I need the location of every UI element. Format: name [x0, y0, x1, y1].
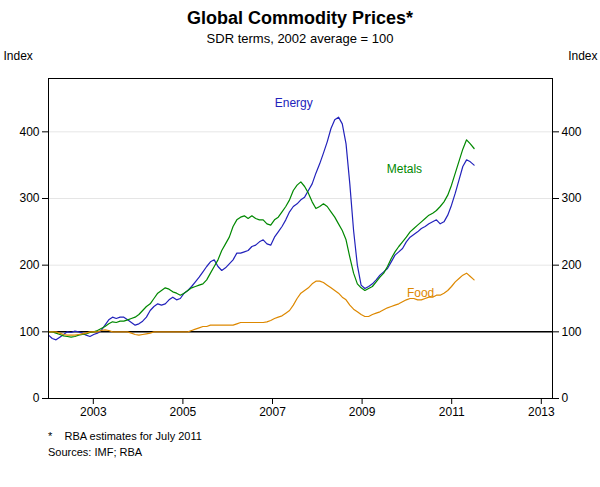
svg-text:2011: 2011 — [439, 405, 465, 419]
svg-text:0: 0 — [562, 391, 569, 405]
svg-text:Food: Food — [407, 286, 434, 300]
svg-text:Index: Index — [568, 49, 597, 63]
svg-text:400: 400 — [562, 125, 582, 139]
html-text:SDR terms, 2002 average = 100: SDR terms, 2002 average = 100 — [206, 31, 394, 46]
svg-text:Metals: Metals — [387, 162, 422, 176]
html-text:Global Commodity Prices*: Global Commodity Prices* — [187, 8, 413, 28]
svg-text:0: 0 — [33, 391, 40, 405]
svg-text:Index: Index — [4, 49, 33, 63]
html-text:Sources: IMF; RBA: Sources: IMF; RBA — [48, 446, 143, 458]
svg-text:2013: 2013 — [528, 405, 555, 419]
svg-text:300: 300 — [562, 191, 582, 205]
svg-text:2009: 2009 — [349, 405, 376, 419]
svg-text:Energy: Energy — [275, 96, 313, 110]
svg-text:400: 400 — [19, 125, 39, 139]
html-text:* RBA estimates for July 2011: * RBA estimates for July 2011 — [48, 430, 202, 442]
svg-text:200: 200 — [19, 258, 39, 272]
svg-text:2007: 2007 — [259, 405, 286, 419]
svg-text:300: 300 — [19, 191, 39, 205]
svg-text:2005: 2005 — [170, 405, 197, 419]
svg-text:200: 200 — [562, 258, 582, 272]
svg-text:100: 100 — [19, 325, 39, 339]
svg-text:100: 100 — [562, 325, 582, 339]
svg-text:2003: 2003 — [80, 405, 107, 419]
